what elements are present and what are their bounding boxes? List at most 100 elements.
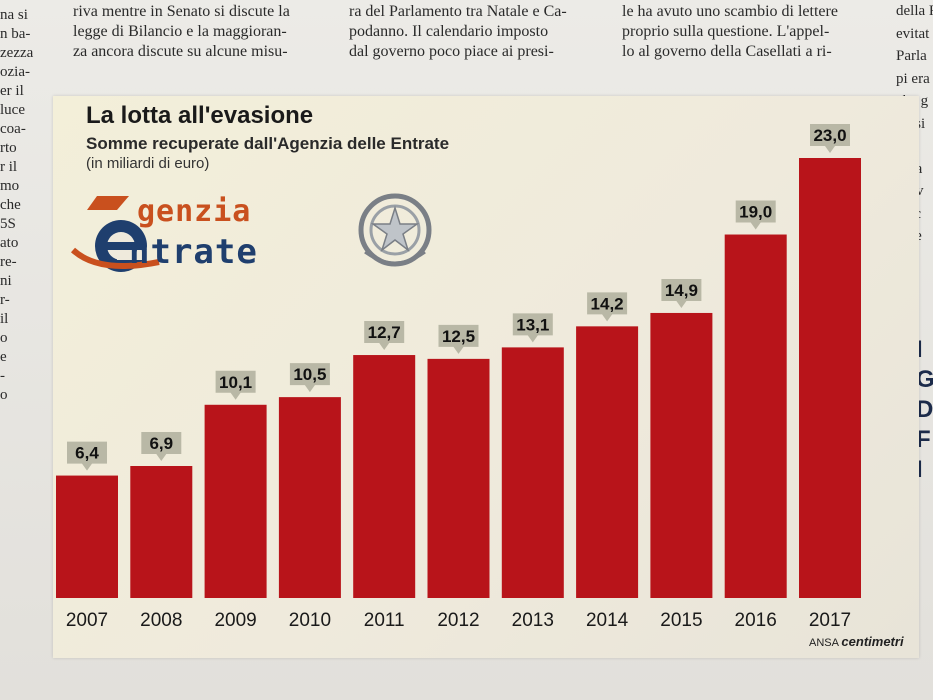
value-label-box-2008 xyxy=(141,432,182,461)
value-label-2011: 12,7 xyxy=(368,323,401,342)
newspaper-line: ozia- xyxy=(0,64,30,80)
newspaper-line: re- xyxy=(0,254,17,270)
bar-2012 xyxy=(427,358,490,598)
value-label-2008: 6,9 xyxy=(149,434,173,453)
x-tick-label-2008: 2008 xyxy=(140,610,182,631)
newspaper-line: I xyxy=(916,456,923,483)
newspaper-line: che xyxy=(0,197,21,213)
newspaper-line: n ba- xyxy=(0,26,31,42)
chart-unit-note: (in miliardi di euro) xyxy=(86,155,210,172)
logo-text-agenzia: genzia xyxy=(137,194,252,229)
value-label-2010: 10,5 xyxy=(293,365,326,384)
newspaper-line: Parla xyxy=(896,48,927,64)
source-brand: centimetri xyxy=(841,634,904,649)
agenzia-entrate-logo-mark xyxy=(70,196,160,272)
newspaper-line: er il xyxy=(0,83,24,99)
value-label-box-2017 xyxy=(810,124,850,153)
chart-subtitle: Somme recuperate dall'Agenzia delle Entr… xyxy=(86,134,450,153)
newspaper-line: za ancora discute su alcune misu- xyxy=(73,43,288,60)
newspaper-line: e xyxy=(0,349,7,365)
newspaper-line: coa- xyxy=(0,121,26,137)
newspaper-line: o xyxy=(0,387,8,403)
newspaper-line: zezza xyxy=(0,45,34,61)
newspaper-line: della F xyxy=(896,3,933,19)
x-tick-label-2011: 2011 xyxy=(364,610,405,631)
value-label-box-2016 xyxy=(735,200,776,230)
x-tick-label-2007: 2007 xyxy=(66,610,108,631)
newspaper-line: luce xyxy=(0,102,25,118)
bar-2007 xyxy=(56,475,118,598)
bar-2013 xyxy=(501,347,564,598)
value-label-2009: 10,1 xyxy=(219,373,252,392)
newspaper-line: rto xyxy=(0,140,17,156)
newspaper-line: le ha avuto uno scambio di lettere xyxy=(622,3,838,20)
bar-2015 xyxy=(650,312,713,598)
value-label-2007: 6,4 xyxy=(75,444,99,463)
newspaper-line: podanno. Il calendario imposto xyxy=(349,23,549,40)
newspaper-line: - xyxy=(0,368,5,384)
value-label-box-2014 xyxy=(587,292,628,322)
bar-2008 xyxy=(130,466,193,598)
newspaper-line: ato xyxy=(0,235,19,251)
x-tick-label-2010: 2010 xyxy=(289,610,331,631)
newspaper-column-2: ra del Parlamento tra Natale e Ca-podann… xyxy=(349,2,567,62)
x-tick-label-2009: 2009 xyxy=(214,610,256,631)
newspaper-column-3: le ha avuto uno scambio di lettere propri… xyxy=(622,2,838,62)
value-label-2014: 14,2 xyxy=(591,294,624,313)
x-tick-label-2015: 2015 xyxy=(660,610,702,631)
bar-2017 xyxy=(799,158,861,598)
value-label-box-2007 xyxy=(67,441,107,471)
value-label-2015: 14,9 xyxy=(665,281,698,300)
newspaper-line: r- xyxy=(0,292,10,308)
bar-2014 xyxy=(576,326,639,598)
value-label-box-2010 xyxy=(289,363,330,393)
value-label-box-2011 xyxy=(364,321,405,351)
newspaper-line: lo al governo della Casellati a ri- xyxy=(622,43,832,60)
newspaper-line: mo xyxy=(0,178,20,194)
newspaper-line: ni xyxy=(0,273,12,289)
newspaper-line: dal governo poco piace ai presi- xyxy=(349,43,554,60)
value-label-box-2015 xyxy=(661,278,702,308)
chart-title: La lotta all'evasione xyxy=(86,102,314,129)
newspaper-line: 5S xyxy=(0,216,16,232)
newspaper-line: il xyxy=(0,311,9,327)
value-label-box-2009 xyxy=(215,370,256,400)
value-label-2017: 23,0 xyxy=(813,126,846,145)
source-credit: ANSA centimetri xyxy=(809,634,904,649)
newspaper-line: proprio sulla questione. L'appel- xyxy=(622,23,830,40)
newspaper-line: evitat xyxy=(896,25,930,42)
bar-2016 xyxy=(724,234,787,599)
newspaper-column-1: riva mentre in Senato si discute la legge… xyxy=(73,2,290,62)
newspaper-line: I xyxy=(916,336,923,363)
value-label-box-2013 xyxy=(512,313,553,343)
newspaper-left-column: na si n ba-zezza ozia-er il luce coa-rto r il… xyxy=(0,6,48,405)
newspaper-line: ra del Parlamento tra Natale e Ca- xyxy=(349,3,567,20)
bar-chart: 6,4 2007 6,9 2008 10,1 2009 10,5 2010 12,7 2011 12… xyxy=(56,124,861,631)
source-prefix: ANSA xyxy=(809,637,839,649)
italian-republic-emblem-icon xyxy=(358,193,432,267)
value-label-2016: 19,0 xyxy=(739,203,772,222)
newspaper-line: r il xyxy=(0,159,18,175)
bar-2009 xyxy=(204,404,267,598)
infographic-panel: La lotta all'evasione Somme recuperate d… xyxy=(53,96,919,658)
bar-2010 xyxy=(278,397,341,598)
bar-2011 xyxy=(353,355,416,598)
newspaper-line: D xyxy=(916,396,933,423)
value-label-2013: 13,1 xyxy=(516,315,549,334)
x-tick-label-2014: 2014 xyxy=(586,610,629,631)
newspaper-line: F xyxy=(916,426,931,453)
newspaper-line: na si xyxy=(0,7,28,23)
agenzia-entrate-logo: genzia ntrate xyxy=(69,188,429,280)
newspaper-line: o xyxy=(0,330,8,346)
x-tick-label-2013: 2013 xyxy=(512,610,554,631)
x-tick-label-2016: 2016 xyxy=(735,610,777,631)
newspaper-line: riva mentre in Senato si discute la xyxy=(73,3,290,20)
x-tick-label-2012: 2012 xyxy=(437,610,479,631)
value-label-2012: 12,5 xyxy=(442,327,475,346)
value-label-box-2012 xyxy=(438,324,479,354)
newspaper-line: legge di Bilancio e la maggioran- xyxy=(73,23,287,40)
logo-text-entrate: ntrate xyxy=(129,232,258,272)
newspaper-line: pi era xyxy=(896,70,930,87)
newspaper-line: G xyxy=(916,366,933,393)
